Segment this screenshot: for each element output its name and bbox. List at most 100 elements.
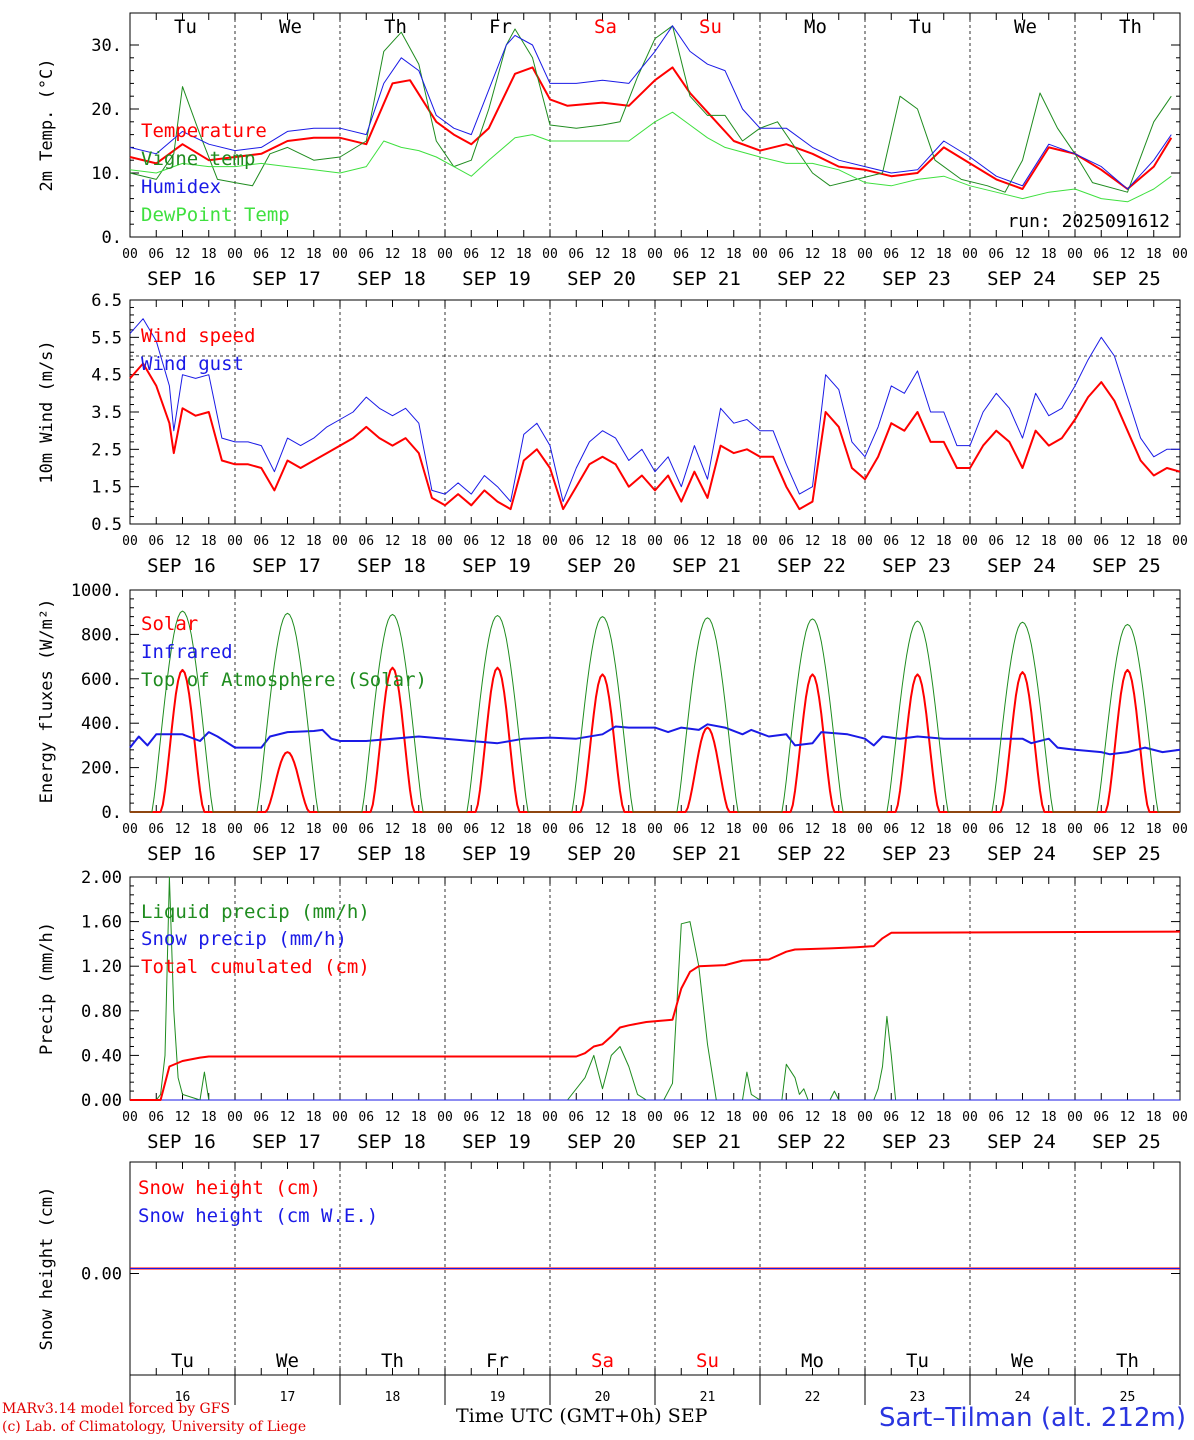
x-hour-label: 12 — [280, 534, 296, 549]
x-hour-label: 12 — [910, 247, 926, 262]
x-hour-label: 06 — [988, 822, 1004, 837]
x-hour-label: 06 — [463, 822, 479, 837]
x-hour-label: 00 — [857, 534, 873, 549]
x-hour-label: 00 — [752, 1110, 768, 1125]
x-hour-label: 06 — [148, 1110, 164, 1125]
y-tick-label: 0. — [102, 228, 122, 248]
x-hour-label: 18 — [831, 822, 847, 837]
x-hour-label: 00 — [752, 247, 768, 262]
bottom-day-number: 18 — [385, 1390, 401, 1405]
legend-entry: Vigne temp — [141, 148, 255, 170]
bottom-day-label: Th — [381, 1350, 404, 1372]
legend-entry: Temperature — [141, 120, 267, 142]
legend-entry: Humidex — [141, 176, 221, 198]
x-hour-label: 18 — [306, 1110, 322, 1125]
x-hour-label: 06 — [253, 822, 269, 837]
x-hour-label: 00 — [962, 534, 978, 549]
x-hour-label: 06 — [883, 1110, 899, 1125]
x-hour-label: 18 — [411, 1110, 427, 1125]
x-hour-label: 12 — [175, 1110, 191, 1125]
x-hour-label: 18 — [621, 247, 637, 262]
x-hour-label: 00 — [857, 1110, 873, 1125]
y-tick-label: 0.00 — [81, 1265, 122, 1285]
x-hour-label: 00 — [647, 822, 663, 837]
x-date-label: SEP 18 — [357, 1131, 426, 1153]
x-hour-label: 12 — [700, 247, 716, 262]
x-hour-label: 00 — [542, 1110, 558, 1125]
y-tick-label: 20. — [91, 100, 122, 120]
x-date-label: SEP 24 — [987, 843, 1056, 865]
x-hour-label: 06 — [358, 822, 374, 837]
run-annotation: run: 2025091612 — [1007, 211, 1170, 232]
x-hour-label: 12 — [1120, 1110, 1136, 1125]
time-axis-label: Time UTC (GMT+0h) SEP — [456, 1405, 708, 1427]
x-hour-label: 00 — [1172, 822, 1188, 837]
y-tick-label: 2.00 — [81, 868, 122, 888]
x-hour-label: 18 — [411, 822, 427, 837]
bottom-day-label: We — [276, 1350, 299, 1372]
day-label: We — [279, 16, 302, 38]
x-hour-label: 06 — [778, 247, 794, 262]
x-hour-label: 06 — [148, 822, 164, 837]
x-hour-label: 12 — [910, 534, 926, 549]
x-date-label: SEP 17 — [252, 843, 321, 865]
x-hour-label: 12 — [595, 247, 611, 262]
series-line-vigne-temp — [129, 25, 1172, 193]
bottom-day-number: 21 — [700, 1390, 716, 1405]
x-date-label: SEP 18 — [357, 843, 426, 865]
y-tick-label: 1.20 — [81, 957, 122, 977]
x-date-label: SEP 19 — [462, 1131, 531, 1153]
x-hour-label: 12 — [700, 534, 716, 549]
x-hour-label: 18 — [1146, 534, 1162, 549]
x-hour-label: 18 — [831, 1110, 847, 1125]
x-hour-label: 12 — [1120, 822, 1136, 837]
x-hour-label: 12 — [1015, 247, 1031, 262]
x-date-label: SEP 20 — [567, 1131, 636, 1153]
x-hour-label: 18 — [201, 534, 217, 549]
x-hour-label: 12 — [385, 534, 401, 549]
x-hour-label: 00 — [647, 534, 663, 549]
x-hour-label: 18 — [936, 247, 952, 262]
x-hour-label: 06 — [883, 247, 899, 262]
x-hour-label: 06 — [673, 247, 689, 262]
x-date-label: SEP 19 — [462, 843, 531, 865]
x-hour-label: 00 — [1067, 534, 1083, 549]
day-label: Th — [1119, 16, 1142, 38]
x-date-label: SEP 23 — [882, 843, 951, 865]
x-date-label: SEP 22 — [777, 268, 846, 290]
x-hour-label: 12 — [1015, 822, 1031, 837]
x-date-label: SEP 25 — [1092, 268, 1161, 290]
x-date-label: SEP 23 — [882, 555, 951, 577]
x-date-label: SEP 18 — [357, 555, 426, 577]
x-hour-label: 18 — [201, 822, 217, 837]
x-hour-label: 06 — [148, 247, 164, 262]
legend-entry: Total cumulated (cm) — [141, 956, 370, 978]
bottom-day-number: 17 — [280, 1390, 296, 1405]
x-hour-label: 06 — [463, 1110, 479, 1125]
x-date-label: SEP 21 — [672, 1131, 741, 1153]
x-hour-label: 06 — [883, 534, 899, 549]
x-date-label: SEP 20 — [567, 843, 636, 865]
y-tick-label: 800. — [81, 625, 122, 645]
legend-entry: DewPoint Temp — [141, 204, 290, 226]
x-hour-label: 00 — [437, 822, 453, 837]
x-hour-label: 12 — [595, 1110, 611, 1125]
x-hour-label: 12 — [700, 822, 716, 837]
y-tick-label: 1.60 — [81, 913, 122, 933]
y-tick-label: 0. — [102, 803, 122, 823]
x-hour-label: 00 — [227, 247, 243, 262]
station-name: Sart–Tilman (alt. 212m) — [879, 1403, 1186, 1433]
legend-entry: Snow height (cm W.E.) — [138, 1205, 378, 1227]
x-hour-label: 06 — [883, 822, 899, 837]
x-hour-label: 00 — [542, 247, 558, 262]
x-date-label: SEP 22 — [777, 555, 846, 577]
x-hour-label: 00 — [857, 247, 873, 262]
x-hour-label: 18 — [1041, 822, 1057, 837]
x-hour-label: 06 — [358, 534, 374, 549]
x-hour-label: 12 — [280, 247, 296, 262]
x-hour-label: 00 — [332, 822, 348, 837]
model-credit: MARv3.14 model forced by GFS (c) Lab. of… — [2, 1400, 306, 1436]
x-hour-label: 12 — [175, 247, 191, 262]
x-hour-label: 06 — [463, 247, 479, 262]
y-tick-label: 0.00 — [81, 1091, 122, 1111]
